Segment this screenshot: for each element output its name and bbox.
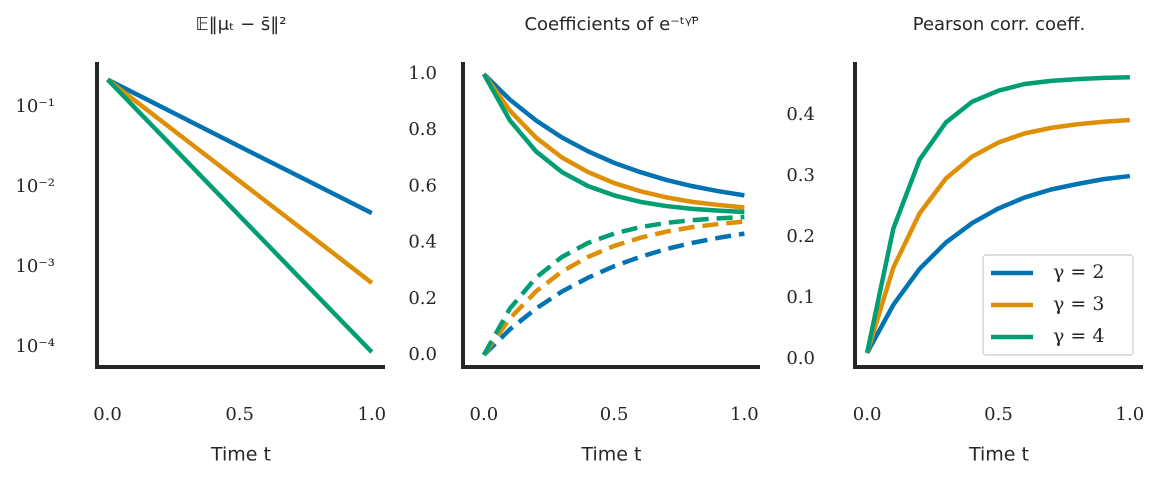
series-line	[482, 231, 745, 357]
x-tick-label: 1.0	[357, 404, 386, 425]
y-tick-label: 0.0	[408, 344, 437, 365]
y-tick-label: 0.2	[408, 288, 437, 309]
series-line	[864, 117, 1131, 354]
x-tick-label: 1.0	[1116, 404, 1145, 425]
panel: 𝔼‖μₜ − s̄‖² Time t 10⁻¹ 10⁻² 10⁻³ 10⁻⁴ 0.0 0.5 1…	[15, 14, 386, 466]
y-tick-label: 0.1	[786, 287, 815, 308]
y-tick-label: 10⁻⁴	[15, 336, 55, 357]
series-line	[864, 75, 1130, 354]
y-tick-label: 1.0	[408, 63, 437, 84]
legend-label: γ = 3	[1053, 293, 1104, 315]
series-line	[481, 214, 745, 357]
y-tick-label: 0.4	[408, 232, 437, 253]
x-tick-label: 0.5	[225, 404, 254, 425]
series-line	[105, 78, 374, 354]
legend-label: γ = 4	[1053, 325, 1104, 347]
panel: Pearson corr. coeff. Time t 0.0 0.1 0.2 0.3 0.…	[786, 14, 1144, 466]
panel-title: 𝔼‖μₜ − s̄‖²	[195, 14, 286, 35]
series-line	[106, 77, 373, 216]
x-tick-label: 0.0	[853, 404, 882, 425]
x-tick-label: 0.0	[93, 404, 122, 425]
series-line	[865, 173, 1131, 355]
legend-label: γ = 2	[1053, 261, 1104, 283]
legend-box	[982, 254, 1134, 356]
x-tick-label: 0.0	[470, 404, 499, 425]
panel-title: Coefficients of e⁻ᵗᵞᴾ̄	[524, 14, 698, 35]
series-line	[106, 77, 374, 285]
x-tick-label: 0.5	[600, 404, 629, 425]
series-line	[482, 72, 745, 198]
y-tick-label: 0.4	[786, 104, 815, 125]
x-axis-label: Time t	[210, 444, 271, 466]
y-tick-label: 0.3	[786, 165, 815, 186]
x-axis-label: Time t	[968, 444, 1029, 466]
x-axis-label: Time t	[581, 444, 642, 466]
panel-title: Pearson corr. coeff.	[913, 14, 1086, 35]
legend: γ = 2 γ = 3 γ = 4	[982, 254, 1134, 356]
y-tick-label: 0.8	[408, 119, 437, 140]
x-tick-label: 1.0	[730, 404, 759, 425]
x-tick-label: 0.5	[984, 404, 1013, 425]
panel: Coefficients of e⁻ᵗᵞᴾ̄ Time t 0.0 0.2 0.4 0.6…	[408, 14, 760, 466]
y-tick-label: 10⁻¹	[15, 96, 55, 117]
series-line	[481, 72, 745, 215]
y-tick-label: 10⁻³	[15, 256, 55, 277]
y-tick-label: 0.2	[786, 226, 815, 247]
y-tick-label: 10⁻²	[15, 176, 55, 197]
series-line	[482, 219, 745, 357]
y-tick-label: 0.6	[408, 175, 437, 196]
y-tick-label: 0.0	[786, 348, 815, 369]
series-line	[482, 72, 745, 210]
